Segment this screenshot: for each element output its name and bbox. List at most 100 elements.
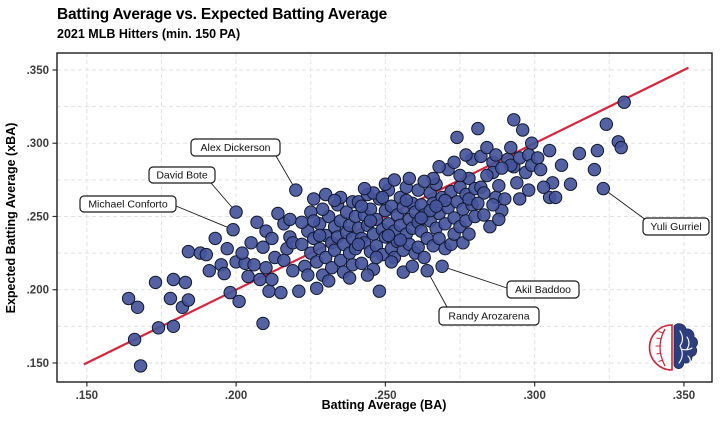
data-point <box>357 181 372 196</box>
data-point <box>301 268 315 282</box>
data-point <box>417 250 431 265</box>
player-callouts: Michael Conforto David Bote Alex Dickerson… <box>79 138 710 326</box>
x-tick-label: .150 <box>76 390 98 402</box>
y-tick-label: .300 <box>27 138 49 150</box>
data-point <box>202 264 217 278</box>
data-point <box>477 186 491 200</box>
data-point <box>375 190 390 205</box>
data-point <box>477 208 491 222</box>
y-axis-title: Expected Batting Average (xBA) <box>4 123 18 314</box>
data-point <box>399 193 413 208</box>
data-point <box>384 255 399 269</box>
y-tick-label: .150 <box>27 358 49 370</box>
callout-label: Akil Baddoo <box>515 284 571 296</box>
data-point <box>405 259 419 273</box>
data-point <box>596 181 610 196</box>
x-tick-label: .200 <box>225 390 247 402</box>
data-point <box>316 202 330 216</box>
data-point <box>453 168 467 183</box>
data-point <box>429 199 443 213</box>
data-point <box>381 228 396 243</box>
data-point <box>563 177 578 191</box>
data-point <box>498 192 512 206</box>
data-point <box>265 231 279 246</box>
baseball-seam-icon <box>659 328 666 367</box>
data-point <box>504 140 518 155</box>
callout-box <box>190 138 281 157</box>
callout-box <box>506 280 580 299</box>
data-point <box>447 155 461 170</box>
data-point <box>492 212 506 227</box>
data-point <box>590 143 605 158</box>
data-point <box>322 274 336 288</box>
callout-leader <box>275 155 293 185</box>
callout-leader <box>608 192 647 221</box>
data-point <box>283 212 297 227</box>
data-point <box>462 227 476 241</box>
data-point <box>229 205 243 219</box>
data-point <box>513 192 527 206</box>
data-point <box>295 215 309 230</box>
data-point <box>235 246 249 260</box>
data-point <box>259 261 273 275</box>
data-point <box>548 190 563 205</box>
callout-label: Randy Arozarena <box>448 311 529 323</box>
data-point <box>450 130 464 145</box>
data-point <box>542 143 557 158</box>
data-point <box>525 136 539 150</box>
callout-label: Yuli Gurriel <box>650 221 701 233</box>
data-point <box>420 264 434 278</box>
axis-ticks: .150 .200 .250 .300 .350 .150 .200 .250 .300 .350 <box>27 65 696 402</box>
data-point <box>486 198 500 212</box>
data-point <box>554 158 569 172</box>
data-point <box>151 321 166 335</box>
data-point <box>325 261 339 275</box>
data-point <box>271 206 285 221</box>
x-tick-label: .250 <box>374 390 396 402</box>
data-point <box>178 275 193 290</box>
data-point <box>522 183 536 197</box>
x-tick-label: .300 <box>523 390 545 402</box>
data-point <box>492 179 506 193</box>
data-point <box>166 319 181 333</box>
data-point <box>411 240 425 254</box>
data-point <box>572 146 587 161</box>
data-point <box>372 284 387 298</box>
data-point <box>247 258 261 272</box>
data-point <box>417 174 431 189</box>
data-point <box>253 272 267 287</box>
data-point <box>533 162 548 177</box>
data-point <box>262 284 276 298</box>
data-point <box>130 300 145 314</box>
callout-leader <box>210 182 233 208</box>
data-point <box>531 151 545 165</box>
data-point <box>226 223 240 237</box>
data-point <box>342 271 357 285</box>
data-point <box>435 259 449 273</box>
data-points <box>121 95 631 373</box>
y-tick-label: .350 <box>27 65 49 77</box>
data-point <box>286 264 300 278</box>
data-point <box>480 168 494 183</box>
chart-title: Batting Average vs. Expected Batting Ave… <box>57 6 388 23</box>
data-point <box>516 123 530 137</box>
data-point <box>223 285 237 300</box>
data-point <box>432 160 446 174</box>
data-point <box>220 242 234 256</box>
data-point <box>133 359 148 373</box>
data-point <box>489 148 503 162</box>
data-point <box>354 256 369 270</box>
data-point <box>387 173 402 187</box>
data-point <box>354 199 369 213</box>
data-point <box>310 281 324 295</box>
data-point <box>536 180 551 194</box>
data-point <box>414 211 428 225</box>
data-point <box>393 233 407 247</box>
callout-leader <box>430 276 448 308</box>
data-point <box>250 215 264 230</box>
data-point <box>510 176 524 190</box>
data-point <box>208 231 222 246</box>
x-axis-title: Batting Average (BA) <box>322 398 447 412</box>
callout-leader <box>448 267 508 289</box>
